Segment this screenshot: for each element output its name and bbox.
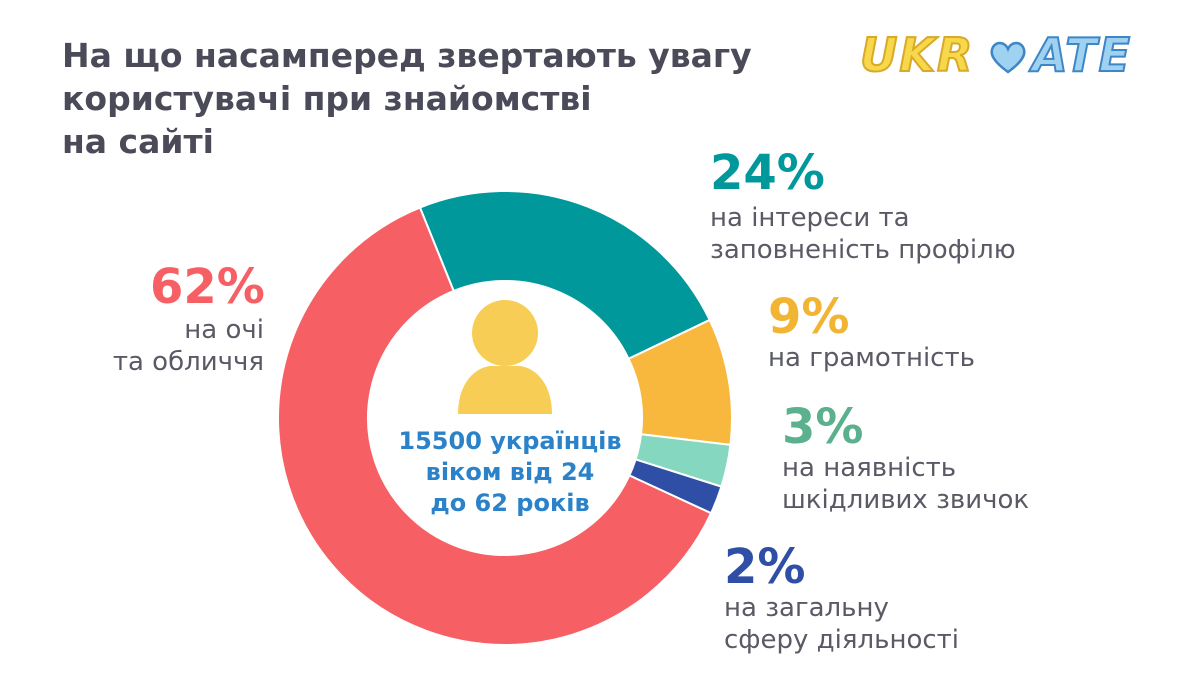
center-caption: 15500 українців віком від 24 до 62 років — [380, 426, 640, 519]
slice-label-percent-5: 62% — [150, 259, 265, 315]
slice-label-text-5-line-1: на очі — [184, 315, 264, 345]
slice-label-percent-4: 2% — [724, 539, 806, 595]
brand-logo: UKR ATE — [859, 27, 1150, 88]
slice-label-text-3-line-1: на наявність — [782, 453, 957, 483]
slice-label-text-5: на очі та обличчя — [64, 314, 264, 378]
donut-slice-5 — [277, 206, 713, 646]
logo-text-part-1: UKR — [859, 27, 975, 83]
slice-label-text-2-line-1: на грамотність — [768, 343, 975, 373]
center-caption-line-3: до 62 років — [430, 489, 590, 517]
center-caption-line-1: 15500 українців — [398, 427, 622, 455]
slice-label-percent-3: 3% — [782, 399, 864, 455]
slice-label-text-3-line-2: шкідливих звичок — [782, 485, 1030, 515]
chart-title-line-3: на сайті — [62, 122, 214, 161]
slice-label-percent-1: 24% — [710, 145, 825, 201]
slice-label-text-4-line-1: на загальну — [724, 593, 889, 623]
slice-label-percent-2: 9% — [768, 289, 850, 345]
heart-icon — [990, 41, 1026, 74]
chart-title-line-1: На що насамперед звертають увагу — [62, 36, 752, 75]
chart-title: На що насамперед звертають увагу користу… — [62, 34, 802, 163]
slice-label-text-4: на загальну сферу діяльності — [724, 592, 959, 656]
donut-slices — [277, 190, 733, 646]
slice-label-text-1-line-1: на інтереси та — [710, 203, 910, 233]
chart-title-line-2: користувачі при знайомстві — [62, 79, 592, 118]
slice-label-text-4-line-2: сферу діяльності — [724, 625, 960, 655]
slice-label-text-1: на інтереси та заповненість профілю — [710, 202, 1016, 266]
center-caption-line-2: віком від 24 — [425, 458, 595, 486]
logo-text-part-2: ATE — [1031, 27, 1132, 83]
slice-label-text-1-line-2: заповненість профілю — [710, 235, 1016, 265]
person-icon — [458, 300, 552, 414]
slice-label-text-2: на грамотність — [768, 342, 975, 374]
donut-slice-1 — [418, 190, 712, 361]
slice-label-text-5-line-2: та обличчя — [112, 347, 264, 377]
slice-label-text-3: на наявність шкідливих звичок — [782, 452, 1029, 516]
